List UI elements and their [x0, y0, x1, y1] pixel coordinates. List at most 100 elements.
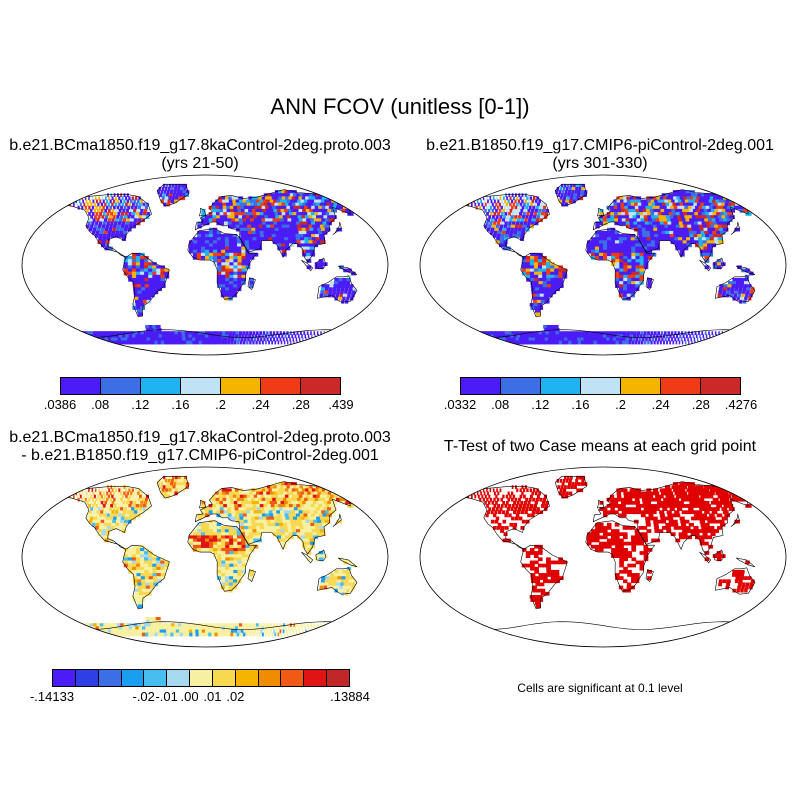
map-grid-cell	[582, 331, 588, 335]
map-grid-cell	[599, 215, 604, 219]
map-grid-cell	[259, 212, 265, 216]
map-grid-cell	[254, 626, 258, 631]
map-grid-cell	[266, 227, 272, 232]
map-grid-cell	[237, 541, 243, 546]
map-grid-cell	[310, 504, 317, 508]
map-grid-cell	[133, 199, 137, 204]
map-grid-cell	[229, 566, 234, 571]
map-grid-cell	[224, 240, 230, 245]
map-grid-cell	[524, 340, 531, 345]
map-grid-cell	[300, 497, 307, 502]
map-grid-cell	[241, 563, 247, 568]
coastline	[198, 499, 207, 509]
map-grid-cell	[160, 557, 165, 562]
map-grid-cell	[329, 573, 335, 577]
map-grid-cell	[218, 491, 223, 496]
map-grid-cell	[327, 500, 334, 505]
map-grid-cell	[234, 629, 238, 634]
map-grid-cell	[270, 212, 276, 216]
map-grid-cell	[100, 218, 104, 223]
map-grid-cell	[252, 331, 256, 335]
map-grid-cell	[590, 252, 596, 257]
map-grid-cell	[120, 337, 127, 342]
map-grid-cell	[248, 526, 254, 530]
map-grid-cell	[678, 240, 684, 245]
map-grid-cell	[131, 265, 137, 270]
map-grid-cell	[336, 287, 341, 292]
map-grid-cell	[268, 196, 274, 201]
map-grid-cell	[86, 208, 89, 213]
map-grid-cell	[502, 208, 506, 213]
map-grid-cell	[733, 488, 740, 493]
map-grid-cell	[115, 230, 120, 235]
map-grid-cell	[504, 212, 508, 216]
map-grid-cell	[156, 274, 162, 279]
map-grid-cell	[229, 554, 235, 558]
map-grid-cell	[237, 208, 243, 213]
map-grid-cell	[497, 199, 500, 204]
map-grid-cell	[744, 281, 749, 285]
map-grid-cell	[155, 324, 161, 329]
map-grid-cell	[301, 541, 307, 546]
map-grid-cell	[318, 551, 324, 555]
map-grid-cell	[235, 221, 241, 226]
map-grid-cell	[104, 535, 110, 540]
map-grid-cell	[252, 526, 258, 530]
map-grid-cell	[337, 573, 343, 577]
map-grid-cell	[511, 205, 514, 210]
map-grid-cell	[619, 274, 624, 279]
map-grid-cell	[579, 475, 582, 480]
map-grid-cell	[306, 255, 312, 260]
map-grid-cell	[223, 340, 228, 345]
map-grid-cell	[197, 513, 202, 518]
map-grid-cell	[668, 227, 674, 232]
map-grid-cell	[116, 485, 119, 489]
map-grid-cell	[318, 196, 325, 201]
map-grid-cell	[201, 504, 206, 508]
map-grid-cell	[152, 576, 158, 580]
map-grid-cell	[237, 504, 243, 508]
map-grid-cell	[271, 522, 277, 527]
map-grid-cell	[626, 240, 632, 245]
map-grid-cell	[268, 205, 274, 210]
map-grid-cell	[722, 334, 724, 339]
map-grid-cell	[120, 331, 126, 335]
map-grid-cell	[310, 212, 317, 216]
map-grid-cell	[516, 202, 519, 207]
map-grid-cell	[463, 199, 465, 204]
map-grid-cell	[599, 218, 604, 223]
map-grid-cell	[271, 230, 277, 235]
map-grid-cell	[136, 255, 141, 260]
map-grid-cell	[81, 205, 84, 210]
map-grid-cell	[209, 243, 214, 248]
map-grid-cell	[309, 500, 316, 505]
map-grid-cell	[345, 576, 350, 580]
map-grid-cell	[707, 246, 713, 251]
map-grid-cell	[277, 340, 280, 345]
map-grid-cell	[245, 255, 251, 260]
map-grid-cell	[104, 202, 107, 207]
map-grid-cell	[242, 221, 248, 226]
map-grid-cell	[234, 334, 239, 339]
map-grid-cell	[209, 255, 214, 260]
map-grid-cell	[88, 205, 91, 210]
map-grid-cell	[255, 519, 261, 524]
map-grid-cell	[184, 475, 188, 480]
map-grid-cell	[695, 199, 701, 204]
map-grid-cell	[297, 227, 304, 232]
map-grid-cell	[476, 491, 479, 496]
map-grid-cell	[674, 199, 681, 204]
map-grid-cell	[486, 205, 489, 210]
map-grid-cell	[685, 340, 687, 345]
map-grid-cell	[119, 507, 124, 511]
map-grid-cell	[136, 208, 140, 213]
map-grid-cell	[253, 252, 259, 257]
map-grid-cell	[327, 507, 334, 511]
map-grid-cell	[270, 519, 276, 524]
map-grid-cell	[66, 340, 74, 345]
map-grid-cell	[339, 497, 346, 502]
map-grid-cell	[622, 290, 628, 295]
map-grid-cell	[634, 237, 640, 241]
map-grid-cell	[123, 215, 127, 219]
map-grid-cell	[599, 230, 604, 235]
